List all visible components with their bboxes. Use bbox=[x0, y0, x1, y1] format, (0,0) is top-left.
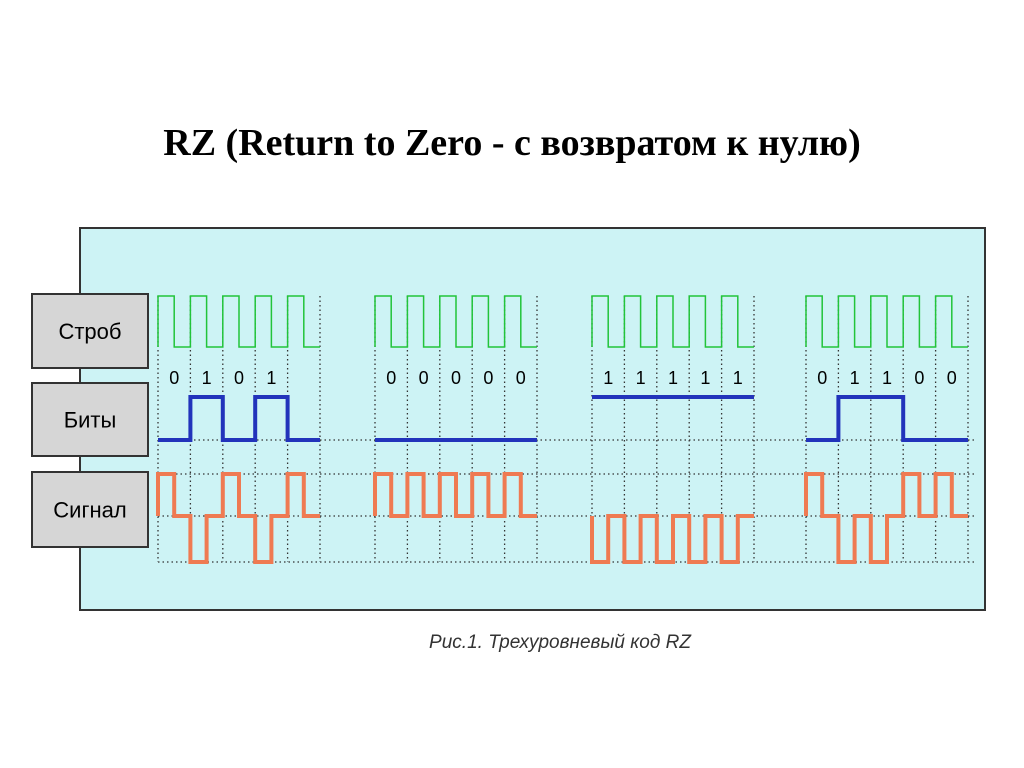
panel bbox=[79, 227, 986, 611]
row-box bbox=[31, 382, 149, 457]
bit-label: 0 bbox=[914, 368, 924, 388]
signal-wave bbox=[804, 472, 968, 564]
row-label: Сигнал bbox=[53, 498, 126, 523]
bits-wave bbox=[158, 395, 320, 442]
bit-label: 1 bbox=[603, 368, 613, 388]
row-box bbox=[31, 293, 149, 369]
bit-label: 0 bbox=[419, 368, 429, 388]
caption: Рис.1. Трехуровневый код RZ bbox=[429, 632, 692, 653]
bit-label: 0 bbox=[947, 368, 957, 388]
bit-label: 1 bbox=[700, 368, 710, 388]
row-label: Биты bbox=[64, 408, 117, 433]
row-labels: Строб Биты Сигнал bbox=[31, 293, 149, 548]
signal-wave bbox=[590, 514, 754, 564]
bit-label: 1 bbox=[733, 368, 743, 388]
bits-wave bbox=[806, 395, 968, 442]
row-label: Строб bbox=[58, 319, 121, 344]
strobe-wave bbox=[157, 295, 320, 348]
bit-label: 0 bbox=[516, 368, 526, 388]
bit-label: 1 bbox=[636, 368, 646, 388]
bit-label: 0 bbox=[169, 368, 179, 388]
bit-label: 1 bbox=[266, 368, 276, 388]
signal-wave bbox=[373, 472, 537, 518]
strobe-wave bbox=[374, 295, 537, 348]
bit-label: 0 bbox=[451, 368, 461, 388]
bit-label: 0 bbox=[234, 368, 244, 388]
bit-label: 0 bbox=[386, 368, 396, 388]
bit-label: 1 bbox=[882, 368, 892, 388]
bit-label: 0 bbox=[817, 368, 827, 388]
bit-label: 1 bbox=[668, 368, 678, 388]
waveforms: 0 1 0 1 0 0 0 0 0 1 1 1 1 1 0 1 1 0 0 bbox=[156, 295, 975, 564]
signal-wave bbox=[156, 472, 320, 564]
bit-label: 0 bbox=[483, 368, 493, 388]
bit-label: 1 bbox=[202, 368, 212, 388]
title: RZ (Return to Zero - с возвратом к нулю) bbox=[163, 122, 861, 164]
row-box bbox=[31, 471, 149, 548]
strobe-wave bbox=[591, 295, 754, 348]
bit-label: 1 bbox=[850, 368, 860, 388]
strobe-wave bbox=[805, 295, 968, 348]
